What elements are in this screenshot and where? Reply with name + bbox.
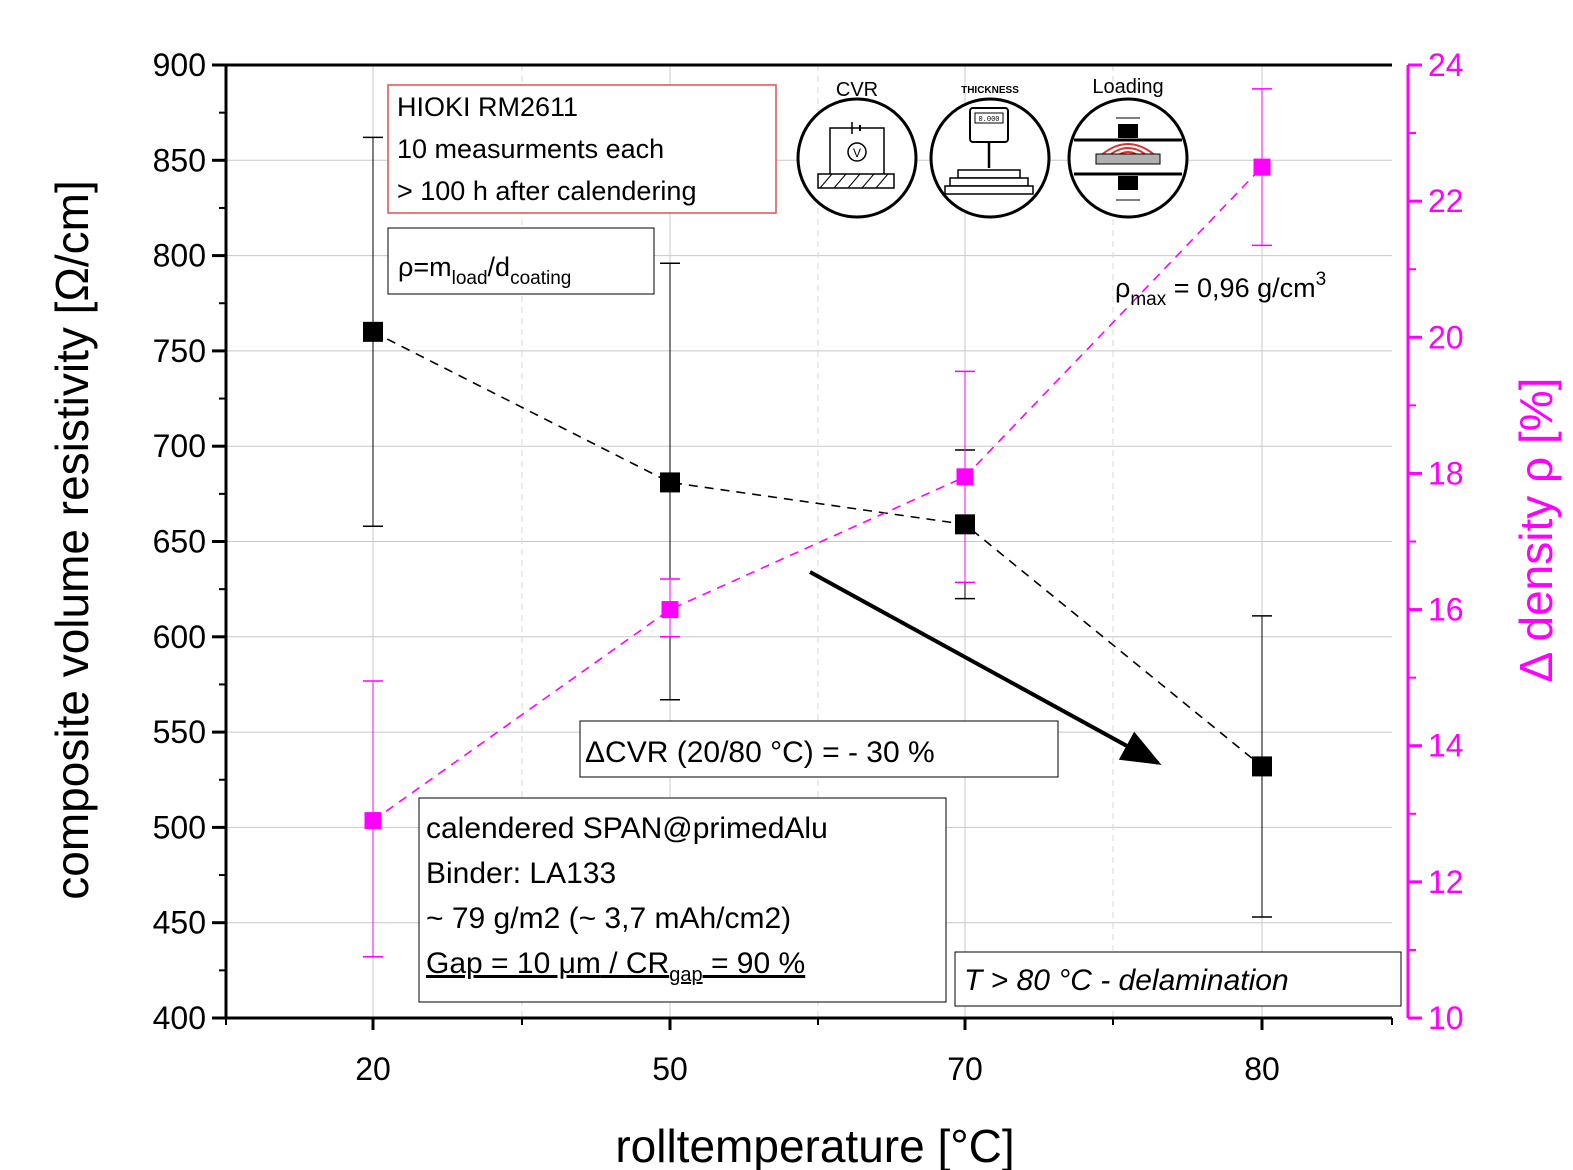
gap-line: Gap = 10 μm / CRgap = 90 %	[426, 947, 805, 986]
rho-formula-base: ρ=m	[398, 252, 452, 282]
delamination-box	[954, 951, 1402, 1007]
y2-tick-label: 24	[1428, 47, 1464, 83]
x-tick-label: 80	[1244, 1051, 1280, 1087]
data-point	[955, 514, 975, 535]
hioki-line-1: HIOKI RM2611	[397, 92, 578, 122]
x-tick-label: 70	[947, 1051, 983, 1087]
rho-formula-box	[387, 227, 655, 295]
y2-axis-title: Δ density ρ [%]	[1510, 378, 1562, 683]
svg-text:V: V	[853, 146, 861, 160]
y-tick-label: 600	[153, 619, 206, 655]
y2-tick-label: 20	[1428, 319, 1464, 355]
trend-arrow	[809, 570, 1162, 765]
data-point	[660, 472, 680, 493]
loading-icon-label: Loading	[1092, 76, 1163, 98]
data-point	[1252, 756, 1272, 777]
sample-info-annotation: calendered SPAN@primedAlu Binder: LA133 …	[418, 797, 947, 1003]
x-ticks: 20 50 70 80	[225, 1018, 1393, 1087]
left-y-ticks: 900 850 800 750 700 650 600 550 500 450 400	[153, 47, 226, 1036]
rho-max-sub: max	[1130, 289, 1166, 310]
cr-rest: = 90 %	[703, 947, 806, 980]
series-line-0	[372, 331, 1263, 768]
hioki-box	[387, 84, 777, 214]
data-point	[956, 468, 974, 486]
delamination-text: T > 80 °C - delamination	[964, 964, 1289, 997]
gap-text: Gap = 10 μm	[426, 947, 601, 980]
cvr-icon-label: CVR	[836, 79, 878, 101]
sample-info-box	[418, 797, 947, 1003]
thickness-icon: THICKNESS 0.000	[929, 85, 1051, 219]
y-tick-label: 650	[153, 524, 206, 560]
y-tick-label: 550	[153, 714, 206, 750]
rho-max-sup: 3	[1316, 269, 1327, 290]
right-y-ticks: 24 22 20 18 16 14 12 10	[1408, 47, 1464, 1036]
loading-icon: Loading	[1067, 76, 1189, 219]
x-tick-label: 50	[652, 1051, 688, 1087]
x-tick-label: 20	[355, 1051, 391, 1087]
gap-slash: /	[601, 947, 626, 980]
y2-tick-label: 22	[1428, 183, 1464, 219]
y2-tick-label: 10	[1428, 1000, 1464, 1036]
data-point	[363, 321, 383, 342]
cr-text: CR	[626, 947, 669, 980]
rho-max-rest: = 0,96 g/cm	[1166, 273, 1315, 303]
cr-sub: gap	[669, 964, 702, 986]
y-tick-label: 850	[153, 142, 206, 178]
y2-tick-label: 16	[1428, 592, 1464, 628]
y-tick-label: 750	[153, 333, 206, 369]
y-tick-label: 700	[153, 428, 206, 464]
y2-tick-label: 18	[1428, 455, 1464, 491]
thickness-gauge-readout: 0.000	[978, 116, 999, 124]
delta-cvr-text: ΔCVR (20/80 °C) = - 30 %	[585, 736, 935, 769]
delta-cvr-box	[579, 720, 1059, 778]
y-tick-label: 900	[153, 47, 206, 83]
hioki-annotation: HIOKI RM2611 10 measurments each > 100 h…	[387, 84, 777, 214]
hioki-line-3: > 100 h after calendering	[397, 176, 696, 206]
delamination-annotation: T > 80 °C - delamination	[954, 951, 1402, 1007]
series-line-1	[372, 166, 1263, 822]
y-tick-label: 500	[153, 809, 206, 845]
rho-formula-annotation: ρ=mload/dcoating	[387, 227, 655, 295]
rho-formula-mid: /d	[488, 252, 511, 282]
y-tick-label: 800	[153, 238, 206, 274]
x-axis-title: rolltemperature [°C]	[615, 1120, 1014, 1170]
y-tick-label: 450	[153, 905, 206, 941]
rho-formula-sub2: coating	[510, 268, 571, 289]
sample-info-line-3: ~ 79 g/m2 (~ 3,7 mAh/cm2)	[426, 902, 791, 935]
y-tick-label: 400	[153, 1000, 206, 1036]
data-point	[661, 601, 679, 619]
rho-max-annotation: ρmax = 0,96 g/cm3	[1115, 269, 1326, 310]
svg-text:ρ=mload/dcoating: ρ=mload/dcoating	[398, 252, 571, 289]
y2-tick-label: 12	[1428, 864, 1464, 900]
sample-info-line-1: calendered SPAN@primedAlu	[426, 812, 828, 845]
delta-cvr-annotation: ΔCVR (20/80 °C) = - 30 %	[579, 720, 1059, 778]
data-point	[364, 812, 382, 830]
data-point	[1253, 158, 1271, 176]
sample-info-line-2: Binder: LA133	[426, 857, 616, 890]
cvr-icon: CVR V	[796, 79, 918, 219]
y2-tick-label: 14	[1428, 728, 1464, 764]
series-lines	[372, 166, 1263, 822]
rho-formula-sub1: load	[452, 268, 488, 289]
y-axis-title: composite volume resistivity [Ω/cm]	[46, 180, 98, 899]
rho-max-base: ρ	[1115, 273, 1130, 303]
hioki-line-2: 10 measurments each	[397, 134, 664, 164]
markers	[363, 158, 1272, 830]
thickness-icon-label: THICKNESS	[961, 85, 1019, 96]
